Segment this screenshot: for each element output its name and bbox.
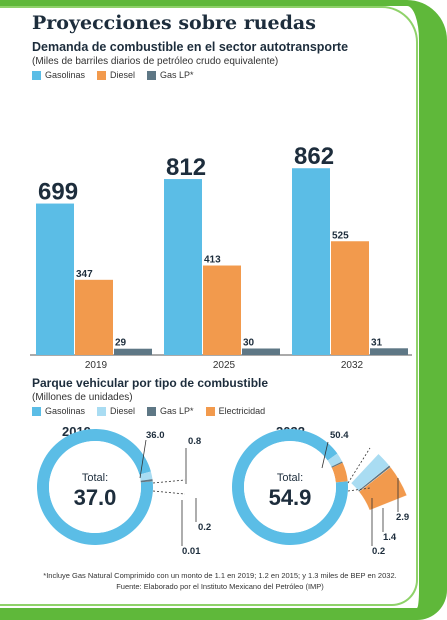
legend-item-diesel: Diesel [97, 406, 135, 416]
bar-value-label: 862 [294, 143, 334, 170]
bar-gaslp-2019 [114, 348, 152, 355]
bar-value-label: 29 [115, 338, 127, 349]
bar-value-label: 413 [204, 255, 221, 266]
donut-total-label: Total: [82, 472, 108, 484]
bar-value-label: 347 [76, 269, 93, 280]
donut-section-units: (Millones de unidades) [32, 392, 133, 403]
explode-connector [347, 447, 371, 484]
legend-swatch [32, 70, 41, 80]
donut-total-value: 54.9 [269, 485, 312, 510]
green-frame-inner [0, 6, 418, 606]
explode-connector [152, 479, 186, 484]
donut-slice-gaslp [140, 479, 153, 483]
legend-swatch [147, 406, 157, 416]
bar-diesel-2025 [203, 265, 241, 355]
bar-chart-units: (Miles de barriles diarios de petróleo c… [32, 56, 279, 67]
slice-value-label: 0.01 [182, 546, 201, 557]
legend-label: Gas LP* [160, 406, 194, 416]
legend-swatch [32, 406, 41, 416]
legend-label: Gasolinas [45, 406, 86, 416]
footnote-note: *Incluye Gas Natural Comprimido con un m… [43, 571, 397, 580]
legend-swatch [97, 406, 107, 416]
legend-item-diesel: Diesel [97, 70, 135, 80]
bar-gaslp-2032 [370, 348, 408, 355]
label-leader-line [321, 441, 329, 469]
donut-slice-electricidad [331, 462, 348, 483]
donut-hole [49, 441, 141, 533]
donut-charts: 2019Total:37.036.00.80.20.012032Total:54… [36, 424, 409, 557]
bar-chart: 699 347 29 2019 812 413 30 2025 862 525 31 2032 [30, 143, 412, 371]
legend-label: Diesel [110, 406, 136, 416]
legend-item-electricidad: Electricidad [205, 406, 266, 416]
donut-slice-gaslp [331, 461, 343, 468]
donut-slice-electricidad [140, 481, 153, 483]
x-tick-label: 2019 [85, 360, 108, 371]
slice-value-label: 0.2 [372, 546, 385, 557]
slice-value-label: 36.0 [146, 430, 165, 441]
donut-total-label: Total: [277, 472, 303, 484]
bar-gasolinas-2025 [164, 179, 202, 355]
legend-swatch [205, 406, 215, 416]
donut-total-value: 37.0 [74, 485, 117, 510]
slice-value-label: 50.4 [330, 430, 349, 441]
donut-slice-diesel [139, 471, 153, 481]
bar-value-label: 525 [332, 230, 349, 241]
bar-gasolinas-2019 [36, 203, 74, 355]
x-tick-label: 2025 [213, 360, 236, 371]
legend-swatch [97, 70, 107, 80]
legend-item-gaslp: Gas LP* [147, 406, 194, 416]
bar-gaslp-2025 [242, 348, 280, 355]
legend-label: Electricidad [218, 406, 266, 416]
legend-label: Gas LP* [160, 70, 194, 80]
slice-value-label: 1.4 [383, 532, 397, 543]
explode-connector [152, 490, 186, 495]
legend-item-gasolinas: Gasolinas [32, 406, 85, 416]
donut-slice-diesel [327, 453, 343, 467]
x-tick-label: 2032 [341, 360, 364, 371]
page-title: Proyecciones sobre ruedas [32, 12, 316, 34]
donut-section-subtitle: Parque vehicular por tipo de combustible [32, 376, 269, 390]
bar-diesel-2019 [75, 279, 113, 355]
slice-value-label: 0.2 [198, 522, 211, 533]
bar-value-label: 812 [166, 154, 206, 181]
bar-gasolinas-2032 [292, 168, 330, 355]
footnote-source: Fuente: Elaborado por el Instituto Mexic… [116, 582, 324, 591]
slice-value-label: 0.8 [188, 436, 201, 447]
bar-value-label: 30 [243, 338, 255, 349]
bar-diesel-2032 [331, 241, 369, 355]
donut-hole [244, 441, 336, 533]
bar-value-label: 699 [38, 179, 78, 206]
donut-legend: Gasolinas Diesel Gas LP* Electricidad [32, 406, 265, 416]
bar-value-label: 31 [371, 337, 383, 348]
footnote: *Incluye Gas Natural Comprimido con un m… [20, 570, 420, 592]
legend-item-gaslp: Gas LP* [147, 70, 194, 80]
legend-label: Gasolinas [45, 70, 86, 80]
legend-swatch [147, 70, 157, 80]
exploded-slice-electricidad [358, 466, 407, 511]
slice-value-label: 2.9 [396, 512, 409, 523]
legend-label: Diesel [110, 70, 136, 80]
label-leader-line [139, 439, 147, 479]
bar-chart-subtitle: Demanda de combustible en el sector auto… [32, 40, 349, 54]
legend-item-gasolinas: Gasolinas [32, 70, 85, 80]
bar-legend: Gasolinas Diesel Gas LP* [32, 70, 194, 80]
